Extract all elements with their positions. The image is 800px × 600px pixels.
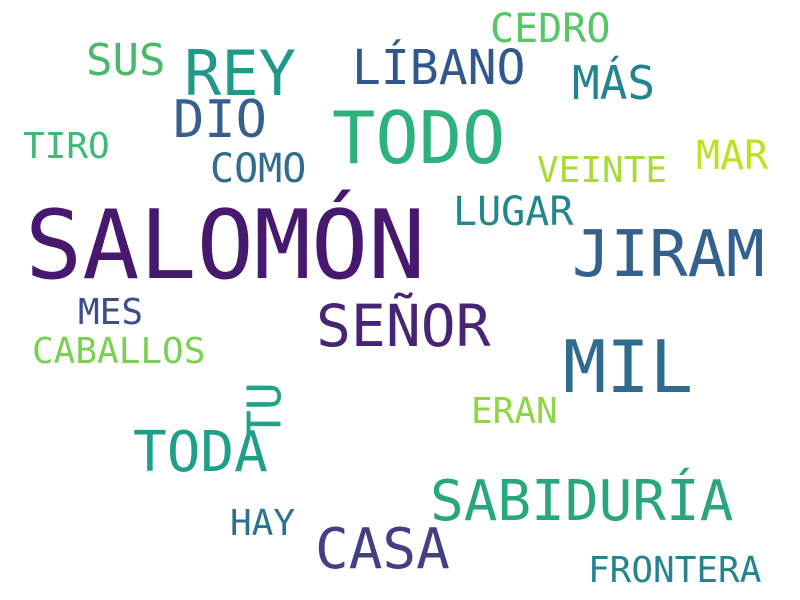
word-sabiduria: SABIDURÍA	[430, 469, 734, 534]
word-tu: TU	[237, 382, 292, 438]
word-mar: MAR	[696, 133, 769, 179]
word-sus: SUS	[86, 35, 166, 86]
word-lugar: LUGAR	[453, 189, 574, 235]
word-mes: MES	[78, 292, 144, 333]
word-caballos: CABALLOS	[32, 331, 206, 372]
word-jiram: JIRAM	[572, 218, 765, 292]
word-veinte: VEINTE	[537, 150, 668, 191]
word-libano: LÍBANO	[352, 40, 526, 96]
word-mil: MIL	[563, 325, 694, 409]
word-hay: HAY	[230, 503, 296, 544]
word-como: COMO	[210, 146, 307, 192]
word-cedro: CEDRO	[490, 6, 611, 52]
word-toda: TODA	[133, 420, 268, 485]
word-rey: REY	[184, 37, 296, 110]
word-dio: DIO	[173, 90, 267, 150]
word-mas: MÁS	[572, 56, 656, 110]
word-eran: ERAN	[471, 391, 558, 432]
word-casa: CASA	[315, 517, 450, 582]
word-tiro: TIRO	[23, 126, 110, 167]
word-senor: SEÑOR	[316, 292, 491, 360]
word-todo: TODO	[332, 96, 506, 180]
word-frontera: FRONTERA	[588, 550, 762, 591]
word-salomon: SALOMÓN	[25, 191, 426, 301]
